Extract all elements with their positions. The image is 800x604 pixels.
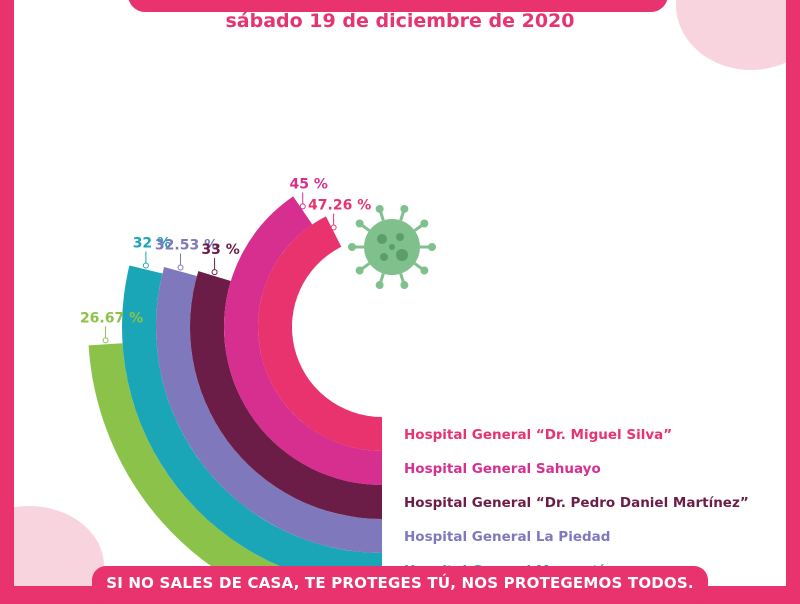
bar-4 bbox=[155, 266, 382, 553]
bar-1 bbox=[258, 216, 382, 451]
value-label: 32.53 % bbox=[155, 238, 218, 254]
legend-swatch bbox=[382, 419, 390, 449]
label-dot bbox=[177, 264, 184, 271]
value-label: 45 % bbox=[290, 176, 328, 192]
legend-label: Hospital General La Piedad bbox=[404, 529, 610, 545]
label-dot bbox=[330, 224, 337, 231]
value-label: 26.67 % bbox=[80, 310, 143, 326]
bar-2 bbox=[223, 196, 382, 485]
label-dot bbox=[142, 262, 149, 269]
label-dot bbox=[299, 203, 306, 210]
label-dot bbox=[211, 269, 218, 276]
legend-swatch bbox=[382, 453, 390, 483]
footer-slogan: SI NO SALES DE CASA, TE PROTEGES TÚ, NOS… bbox=[92, 566, 708, 604]
legend-swatch bbox=[382, 487, 390, 517]
value-label: 32 % bbox=[133, 236, 171, 252]
bar-5 bbox=[121, 265, 383, 587]
virus-icon bbox=[348, 204, 436, 290]
bar-3 bbox=[190, 271, 382, 519]
bar-6 bbox=[88, 343, 382, 600]
legend-label: Hospital General “Dr. Pedro Daniel Martí… bbox=[404, 495, 749, 511]
label-dot bbox=[102, 337, 109, 344]
value-label: 47.26 % bbox=[308, 198, 371, 214]
date-subtitle: sábado 19 de diciembre de 2020 bbox=[225, 10, 575, 32]
legend-label: Hospital General Sahuayo bbox=[404, 461, 601, 477]
legend-swatch bbox=[382, 521, 390, 551]
value-label: 33 % bbox=[201, 242, 239, 258]
legend-label: Hospital General “Dr. Miguel Silva” bbox=[404, 427, 672, 443]
title-banner bbox=[128, 0, 668, 12]
